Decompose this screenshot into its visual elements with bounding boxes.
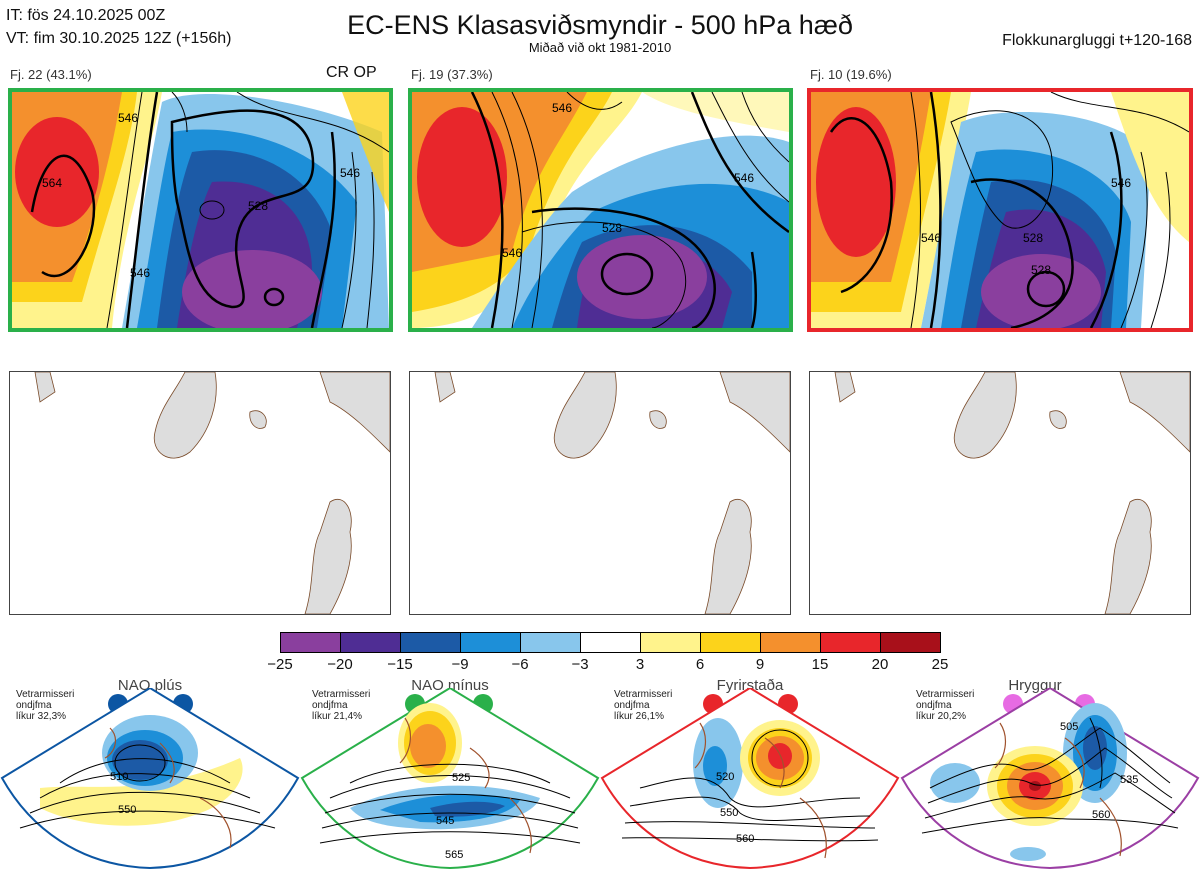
colorbar-tick: −3 <box>571 656 589 673</box>
regime-3-title: Fyrirstaða <box>716 677 784 694</box>
colorbar-tick: 6 <box>695 656 705 673</box>
contour-label: 546 <box>734 171 754 185</box>
contour-label: 560 <box>1092 809 1110 821</box>
regime-1-map[interactable]: 510 550 <box>0 686 300 876</box>
contour-label: 535 <box>1120 774 1138 786</box>
page-subtitle: Miðað við okt 1981-2010 <box>528 40 672 55</box>
regime-note-line: líkur 21,4% <box>312 711 363 722</box>
colorbar-swatch <box>701 633 761 652</box>
contour-label: 546 <box>921 231 941 245</box>
colorbar-swatch <box>281 633 341 652</box>
colorbar-swatch <box>821 633 881 652</box>
clustering-window: Flokkunargluggi t+120-168 <box>1002 32 1192 49</box>
cluster-2-label: Fj. 19 (37.3%) <box>411 67 493 82</box>
contour-label: 520 <box>716 771 734 783</box>
regime-note-line: líkur 26,1% <box>614 711 665 722</box>
cluster-3-map[interactable]: 546 528 528 546 <box>807 88 1193 332</box>
regime-note-line: ondjfma <box>312 700 348 711</box>
colorbar-tick: −15 <box>387 656 413 673</box>
contour-label: 564 <box>42 176 62 190</box>
cluster-3-anomaly-map <box>809 371 1191 615</box>
colorbar <box>280 632 941 653</box>
contour-label: 546 <box>130 266 150 280</box>
regime-2-note: Vetrarmisseri ondjfma líkur 21,4% <box>312 689 370 722</box>
regime-3-map[interactable]: 520 550 560 <box>600 686 900 876</box>
colorbar-tick: 20 <box>871 656 889 673</box>
colorbar-tick: −9 <box>451 656 469 673</box>
contour-label: 560 <box>736 833 754 845</box>
regime-note-line: líkur 32,3% <box>16 711 67 722</box>
contour-label: 546 <box>118 111 138 125</box>
regime-note-line: Vetrarmisseri <box>16 689 75 700</box>
colorbar-swatch <box>641 633 701 652</box>
colorbar-tick: −25 <box>267 656 293 673</box>
contour-label: 528 <box>1023 231 1043 245</box>
colorbar-swatch <box>341 633 401 652</box>
colorbar-tick: 25 <box>931 656 949 673</box>
contour-label: 528 <box>1031 263 1051 277</box>
contour-label: 546 <box>502 246 522 260</box>
colorbar-swatch <box>401 633 461 652</box>
colorbar-swatch <box>461 633 521 652</box>
cluster-1-map[interactable]: 564 546 528 546 546 <box>8 88 393 332</box>
contour-label: 545 <box>436 815 454 827</box>
cluster-2-map[interactable]: 528 546 546 546 <box>408 88 793 332</box>
contour-label: 528 <box>248 199 268 213</box>
colorbar-tick: −20 <box>327 656 353 673</box>
regime-note-line: líkur 20,2% <box>916 711 967 722</box>
regime-note-line: ondjfma <box>916 700 952 711</box>
colorbar-tick: 15 <box>811 656 829 673</box>
regime-note-line: Vetrarmisseri <box>614 689 673 700</box>
colorbar-swatch <box>521 633 581 652</box>
regime-note-line: Vetrarmisseri <box>916 689 975 700</box>
contour-label: 505 <box>1060 721 1078 733</box>
regime-note-line: ondjfma <box>614 700 650 711</box>
valid-time: VT: fim 30.10.2025 12Z (+156h) <box>6 30 232 47</box>
contour-label: 565 <box>445 849 463 861</box>
colorbar-tick: −6 <box>511 656 529 673</box>
contour-label: 510 <box>110 771 128 783</box>
init-time: IT: fös 24.10.2025 00Z <box>6 7 166 24</box>
cluster-1-tag: CR OP <box>326 64 377 81</box>
regime-note-line: Vetrarmisseri <box>312 689 371 700</box>
colorbar-swatch <box>881 633 940 652</box>
regime-2-map[interactable]: 525 545 565 <box>300 686 600 876</box>
regime-3-note: Vetrarmisseri ondjfma líkur 26,1% <box>614 689 672 722</box>
colorbar-swatch <box>761 633 821 652</box>
regime-4-note: Vetrarmisseri ondjfma líkur 20,2% <box>916 689 974 722</box>
regime-1-title: NAO plús <box>117 677 183 694</box>
cluster-2-anomaly-map <box>409 371 791 615</box>
colorbar-swatch <box>581 633 641 652</box>
regime-1-note: Vetrarmisseri ondjfma líkur 32,3% <box>16 689 74 722</box>
contour-label: 546 <box>340 166 360 180</box>
regime-4-map[interactable]: 505 535 560 <box>900 686 1200 876</box>
contour-label: 528 <box>602 221 622 235</box>
page-title: EC-ENS Klasasviðsmyndir - 500 hPa hæð <box>347 10 853 40</box>
regime-2-title: NAO mínus <box>411 677 489 694</box>
colorbar-tick: 9 <box>755 656 765 673</box>
contour-label: 546 <box>1111 176 1131 190</box>
regime-note-line: ondjfma <box>16 700 52 711</box>
contour-label: 546 <box>552 101 572 115</box>
cluster-1-anomaly-map <box>9 371 391 615</box>
contour-label: 525 <box>452 772 470 784</box>
contour-label: 550 <box>118 804 136 816</box>
colorbar-tick: 3 <box>635 656 645 673</box>
cluster-3-label: Fj. 10 (19.6%) <box>810 67 892 82</box>
cluster-1-label: Fj. 22 (43.1%) <box>10 67 92 82</box>
contour-label: 550 <box>720 807 738 819</box>
